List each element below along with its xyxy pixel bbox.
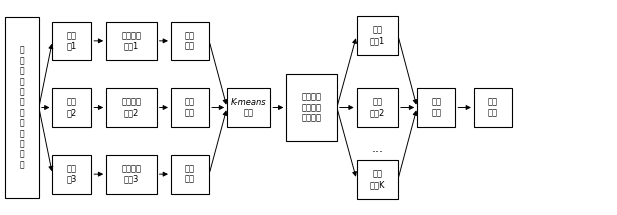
Text: 传感
器3: 传感 器3 (67, 164, 77, 184)
Text: 诊断
证据K: 诊断 证据K (370, 170, 385, 189)
Bar (106, 88, 157, 127)
Bar (106, 155, 157, 194)
Text: 诊断
结果: 诊断 结果 (488, 98, 498, 117)
Bar (171, 155, 209, 194)
Text: ···: ··· (371, 146, 384, 159)
Bar (227, 88, 270, 127)
Bar (474, 88, 512, 127)
Bar (171, 88, 209, 127)
Bar (286, 74, 337, 141)
Bar (52, 155, 91, 194)
Text: K-means
聚类: K-means 聚类 (231, 98, 267, 117)
Text: 故障特征
参数3: 故障特征 参数3 (122, 164, 141, 184)
Bar (357, 16, 398, 55)
Text: 传感
器1: 传感 器1 (67, 31, 77, 51)
Text: 诊断
证据1: 诊断 证据1 (370, 26, 385, 45)
Bar (357, 88, 398, 127)
Bar (106, 22, 157, 60)
Bar (171, 22, 209, 60)
Bar (5, 17, 39, 198)
Text: 旋
转
机
械
滚
珠
轴
承
实
验
平
台: 旋 转 机 械 滚 珠 轴 承 实 验 平 台 (20, 46, 24, 169)
Text: 样本
数据: 样本 数据 (185, 164, 195, 184)
Text: 样本
数据: 样本 数据 (185, 31, 195, 51)
Text: 传感
器2: 传感 器2 (67, 98, 77, 117)
Bar (52, 88, 91, 127)
Bar (52, 22, 91, 60)
Text: 故障特征
参数2: 故障特征 参数2 (122, 98, 141, 117)
Text: 诊断
证据2: 诊断 证据2 (370, 98, 385, 117)
Text: 融合
结果: 融合 结果 (431, 98, 441, 117)
Text: 故障特征
参数1: 故障特征 参数1 (122, 31, 141, 51)
Bar (417, 88, 455, 127)
Text: 似然信度
表和参考
中心向量: 似然信度 表和参考 中心向量 (302, 93, 321, 122)
Text: 样本
数据: 样本 数据 (185, 98, 195, 117)
Bar (357, 160, 398, 199)
